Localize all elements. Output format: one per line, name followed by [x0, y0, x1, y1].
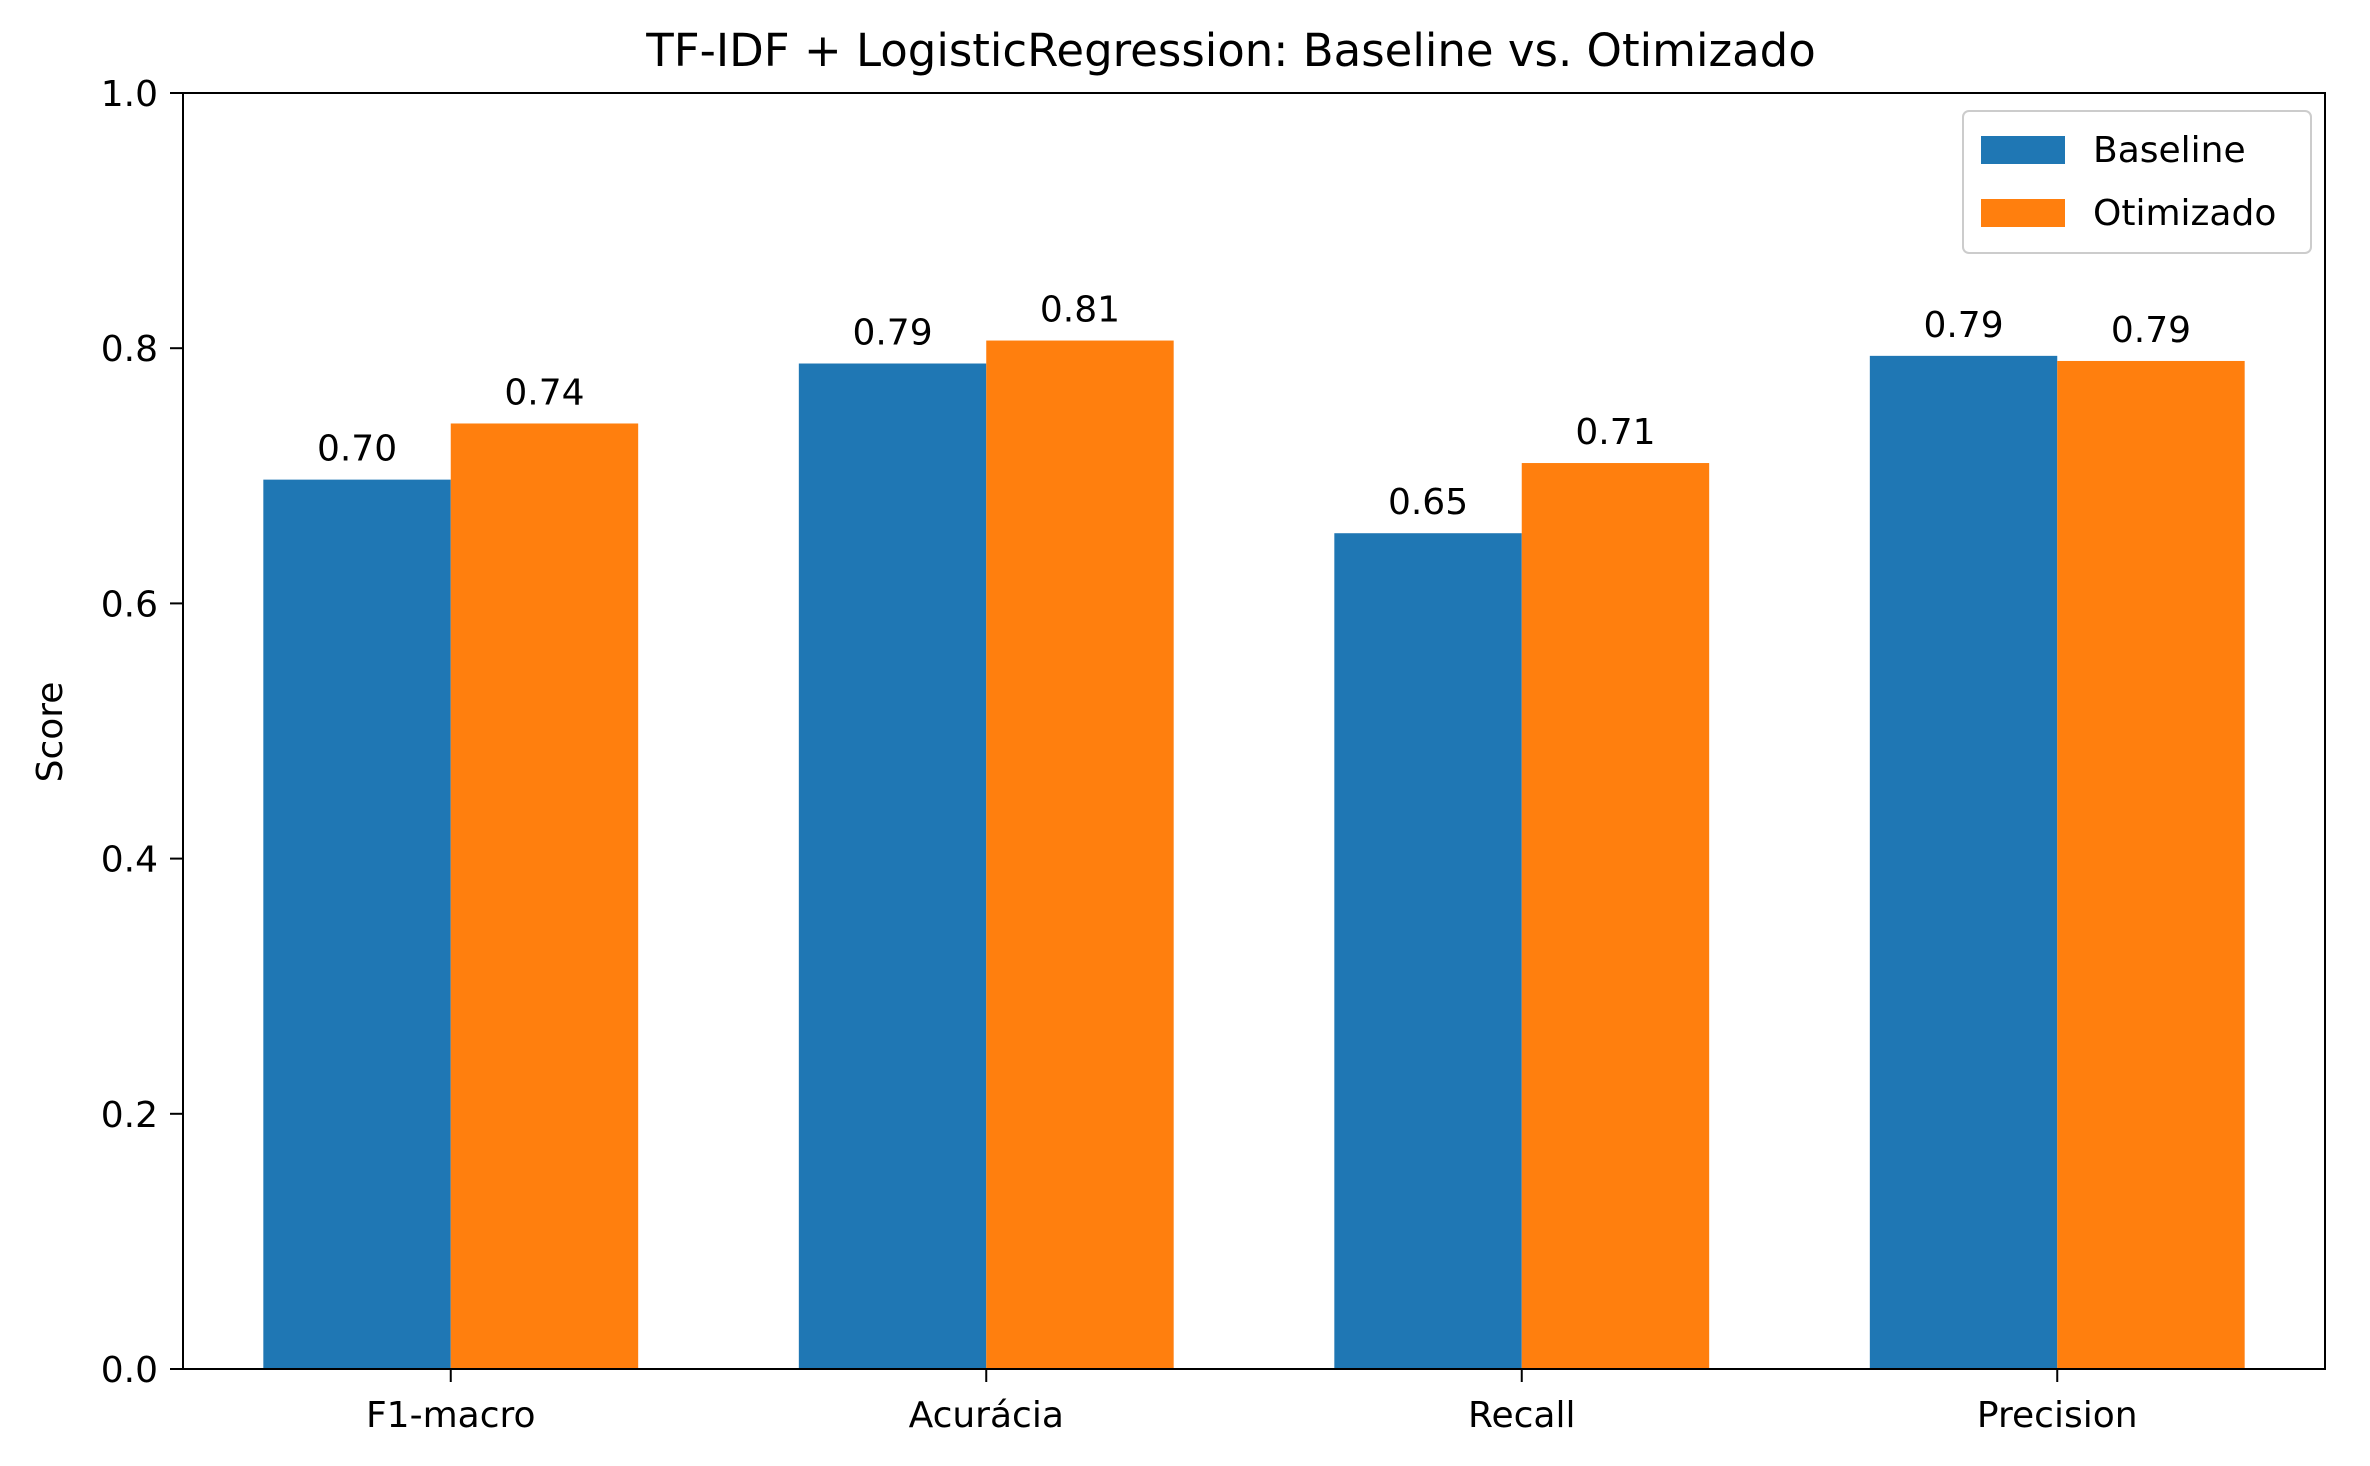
y-axis-label: Score — [30, 682, 71, 783]
plot-frame — [182, 92, 2326, 1370]
bar-value-label: 0.79 — [2111, 310, 2191, 351]
bar-otimizado-1 — [986, 340, 1174, 1370]
legend-swatch-otimizado — [1981, 199, 2065, 227]
bar-baseline-2 — [1334, 533, 1522, 1369]
y-tick-label: 0.8 — [101, 329, 158, 370]
x-tick-label: F1-macro — [366, 1395, 536, 1436]
bars-layer — [263, 340, 2245, 1370]
bar-value-label: 0.71 — [1575, 412, 1655, 453]
y-tick-label: 0.6 — [101, 584, 158, 625]
y-tick-label: 0.2 — [101, 1095, 158, 1136]
x-tick-label: Recall — [1468, 1395, 1575, 1436]
bar-labels-layer: 0.70 0.79 0.65 0.79 0.74 0.81 0.71 0.79 — [317, 290, 2191, 524]
bar-value-label: 0.79 — [1923, 305, 2003, 346]
x-tick-label: Precision — [1977, 1395, 2138, 1436]
bar-baseline-1 — [798, 363, 987, 1370]
chart-title: TF-IDF + LogisticRegression: Baseline vs… — [645, 24, 1816, 77]
bar-value-label: 0.65 — [1388, 482, 1468, 523]
y-tick-label: 0.0 — [101, 1350, 158, 1391]
y-tick-label: 0.4 — [101, 840, 158, 881]
legend: Baseline Otimizado — [1962, 110, 2312, 254]
y-tick-label: 1.0 — [101, 74, 158, 115]
bar-otimizado-0 — [450, 423, 639, 1369]
x-tick-label: Acurácia — [909, 1395, 1064, 1436]
y-axis: 0.0 0.2 0.4 0.6 0.8 1.0 — [101, 74, 183, 1391]
bar-value-label: 0.70 — [317, 429, 397, 470]
legend-label-baseline: Baseline — [2093, 130, 2246, 171]
bar-baseline-3 — [1869, 355, 2058, 1370]
bar-otimizado-2 — [1521, 463, 1710, 1369]
bar-value-label: 0.79 — [852, 313, 932, 354]
bar-otimizado-3 — [2057, 360, 2245, 1370]
bar-value-label: 0.74 — [504, 372, 584, 413]
legend-swatch-baseline — [1981, 136, 2065, 164]
bar-value-label: 0.81 — [1040, 290, 1120, 331]
legend-label-otimizado: Otimizado — [2093, 193, 2276, 234]
x-axis: F1-macro Acurácia Recall Precision — [366, 1369, 2138, 1436]
bar-baseline-0 — [263, 479, 451, 1369]
